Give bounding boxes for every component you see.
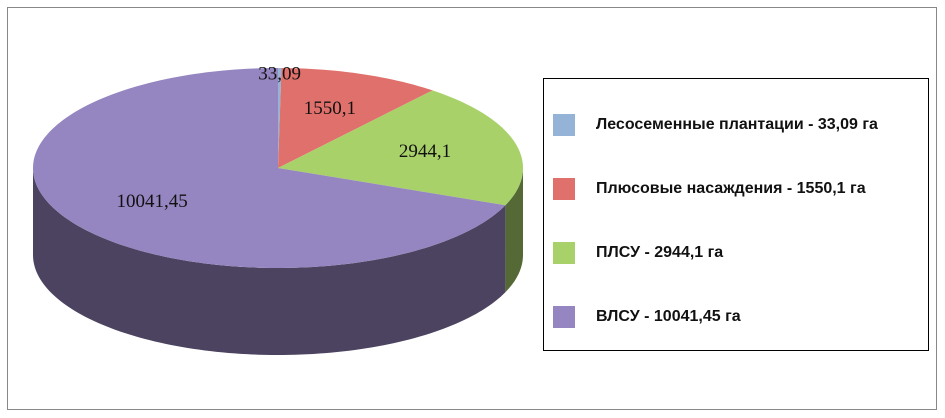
pie-slice <box>278 68 282 168</box>
value-label: 1550,1 <box>304 98 356 119</box>
legend-label: ВЛСУ - 10041,45 га <box>596 308 741 325</box>
pie-slice <box>278 68 433 168</box>
legend-swatch <box>553 114 575 136</box>
legend-box <box>543 78 929 351</box>
pie-side <box>33 168 506 355</box>
value-label: 2944,1 <box>399 141 451 162</box>
legend-swatch <box>553 242 575 264</box>
pie-slice <box>278 90 523 206</box>
legend-label: ПЛСУ - 2944,1 га <box>596 244 723 261</box>
pie-slice <box>33 68 506 268</box>
legend-label: Лесосеменные плантации - 33,09 га <box>596 116 878 133</box>
legend-swatch <box>553 306 575 328</box>
legend-label: Плюсовые насаждения - 1550,1 га <box>596 180 866 197</box>
legend: Лесосеменные плантации - 33,09 га Плюсовы… <box>553 114 878 328</box>
value-label: 10041,45 <box>117 191 188 212</box>
value-label: 33,09 <box>258 63 301 84</box>
pie-side <box>505 168 523 293</box>
legend-swatch <box>553 178 575 200</box>
